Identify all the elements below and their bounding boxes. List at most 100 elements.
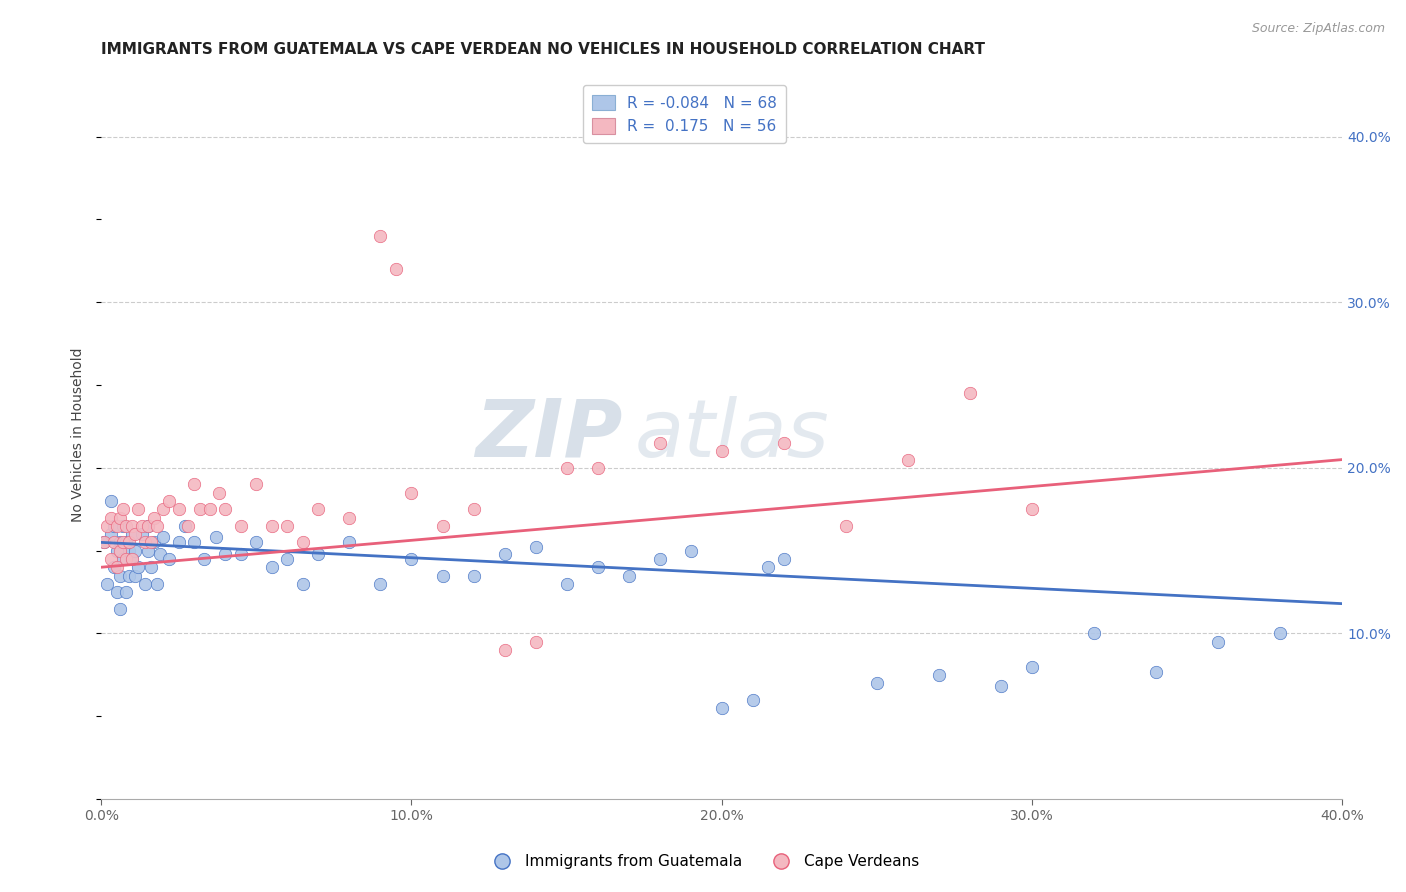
Point <box>260 560 283 574</box>
Point <box>105 543 128 558</box>
Point <box>167 535 190 549</box>
Point <box>134 576 156 591</box>
Point <box>118 535 141 549</box>
Point <box>139 535 162 549</box>
Point <box>124 543 146 558</box>
Point <box>136 518 159 533</box>
Point <box>463 568 485 582</box>
Point <box>100 552 122 566</box>
Point <box>586 560 609 574</box>
Point <box>494 643 516 657</box>
Point <box>555 576 578 591</box>
Point <box>245 477 267 491</box>
Point <box>648 552 671 566</box>
Point <box>152 530 174 544</box>
Point <box>1021 659 1043 673</box>
Point <box>245 535 267 549</box>
Point <box>134 535 156 549</box>
Point <box>103 535 125 549</box>
Point <box>990 680 1012 694</box>
Point <box>108 601 131 615</box>
Point <box>385 262 408 277</box>
Point <box>198 502 221 516</box>
Point <box>756 560 779 574</box>
Point <box>401 485 423 500</box>
Text: ZIP: ZIP <box>475 396 623 474</box>
Point <box>494 547 516 561</box>
Point <box>142 535 165 549</box>
Point <box>1144 665 1167 679</box>
Point <box>121 552 143 566</box>
Point <box>167 502 190 516</box>
Point <box>959 386 981 401</box>
Legend: Immigrants from Guatemala, Cape Verdeans: Immigrants from Guatemala, Cape Verdeans <box>481 848 925 875</box>
Point <box>118 568 141 582</box>
Point <box>276 518 298 533</box>
Point <box>339 535 361 549</box>
Point <box>159 494 181 508</box>
Point <box>307 547 329 561</box>
Point <box>100 510 122 524</box>
Point <box>214 502 236 516</box>
Point <box>124 527 146 541</box>
Point <box>139 560 162 574</box>
Point <box>146 518 169 533</box>
Point <box>100 527 122 541</box>
Point <box>93 535 115 549</box>
Point <box>131 527 153 541</box>
Point <box>105 518 128 533</box>
Point <box>127 502 149 516</box>
Point <box>555 461 578 475</box>
Point <box>115 552 138 566</box>
Point <box>214 547 236 561</box>
Point <box>121 527 143 541</box>
Point <box>772 436 794 450</box>
Point <box>96 576 118 591</box>
Point <box>115 535 138 549</box>
Point <box>93 535 115 549</box>
Point <box>432 568 454 582</box>
Point <box>103 518 125 533</box>
Point <box>152 502 174 516</box>
Point <box>524 541 547 555</box>
Y-axis label: No Vehicles in Household: No Vehicles in Household <box>72 348 86 522</box>
Point <box>121 518 143 533</box>
Point <box>617 568 640 582</box>
Point <box>105 560 128 574</box>
Point <box>183 477 205 491</box>
Point <box>463 502 485 516</box>
Point <box>115 585 138 599</box>
Point <box>401 552 423 566</box>
Point <box>121 552 143 566</box>
Point <box>1021 502 1043 516</box>
Point <box>100 494 122 508</box>
Point <box>835 518 858 533</box>
Point <box>276 552 298 566</box>
Text: IMMIGRANTS FROM GUATEMALA VS CAPE VERDEAN NO VEHICLES IN HOUSEHOLD CORRELATION C: IMMIGRANTS FROM GUATEMALA VS CAPE VERDEA… <box>101 42 986 57</box>
Point <box>108 543 131 558</box>
Point <box>131 518 153 533</box>
Point <box>260 518 283 533</box>
Point <box>291 535 314 549</box>
Legend: R = -0.084   N = 68, R =  0.175   N = 56: R = -0.084 N = 68, R = 0.175 N = 56 <box>583 86 786 144</box>
Point <box>118 543 141 558</box>
Point <box>897 452 920 467</box>
Point <box>772 552 794 566</box>
Point <box>1206 634 1229 648</box>
Point <box>586 461 609 475</box>
Point <box>229 547 252 561</box>
Point <box>105 585 128 599</box>
Point <box>370 229 392 244</box>
Point <box>1083 626 1105 640</box>
Point <box>866 676 889 690</box>
Point <box>307 502 329 516</box>
Point <box>108 535 131 549</box>
Point <box>127 560 149 574</box>
Point <box>103 560 125 574</box>
Point <box>111 502 134 516</box>
Point <box>648 436 671 450</box>
Point <box>710 701 733 715</box>
Point <box>229 518 252 533</box>
Point <box>339 510 361 524</box>
Point <box>136 543 159 558</box>
